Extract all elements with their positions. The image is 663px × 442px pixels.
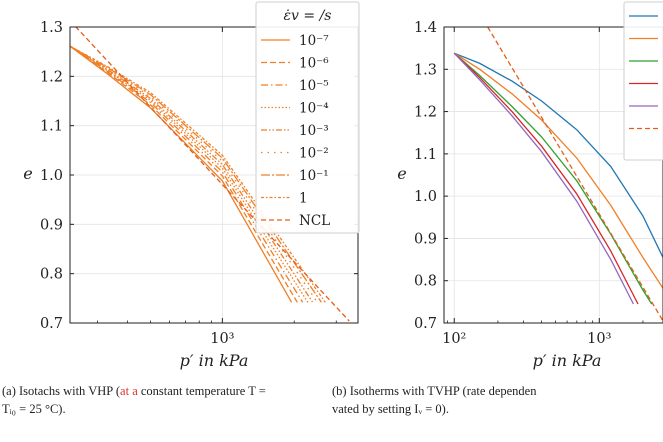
y-tick-label-6: 1.3: [414, 62, 437, 78]
caption-a-highlight: at a: [120, 384, 138, 398]
x-tick-label-0: 10²: [442, 331, 466, 347]
y-tick-label-0: 0.7: [414, 316, 437, 332]
y-tick-label-1: 0.8: [414, 274, 437, 290]
legend-label-6: 10⁻¹: [299, 168, 329, 184]
legend-label-1: 10⁻⁶: [299, 56, 329, 72]
legend-title: ε̇v = /s: [284, 8, 332, 24]
axes-frame: [443, 26, 663, 324]
caption-a: (a) Isotachs with VHP (at a constant tem…: [2, 382, 266, 418]
legend-label-4: 10⁻³: [299, 123, 329, 139]
x-axis-label: p′ in kPa: [180, 351, 249, 370]
chart-panel-a: 0.7 0.8 0.9 1.0 1.1 1.2 1.3 10³ p′ in kPa e ε̇v = …: [23, 1, 360, 370]
x-axis-label: p′ in kPa: [533, 351, 602, 370]
caption-a-post: constant temperature T =: [137, 384, 266, 398]
series-line-0: [453, 52, 663, 258]
y-tick-label-0: 0.7: [40, 316, 63, 332]
legend-label-3: 10⁻⁴: [299, 101, 329, 117]
caption-a-pre: (a) Isotachs with VHP (: [2, 384, 121, 398]
caption-a-line2: Tᵢ₀ = 25 °C).: [2, 402, 66, 416]
caption-b: (b) Isotherms with TVHP (rate dependen v…: [332, 382, 536, 418]
caption-b-line1: (b) Isotherms with TVHP (rate dependen: [332, 384, 537, 398]
y-tick-label-4: 1.1: [40, 119, 63, 135]
y-tick-label-5: 1.2: [40, 69, 63, 85]
y-tick-label-3: 1.0: [414, 189, 437, 205]
legend-label-2: 10⁻⁵: [299, 78, 329, 94]
y-axis-label: e: [23, 164, 32, 183]
series-line-2: [70, 45, 304, 303]
caption-b-line2: vated by setting Iᵥ = 0).: [332, 402, 449, 416]
series-line-1: [453, 52, 663, 289]
legend-box: [623, 1, 663, 161]
chart-panel-b: 0.7 0.8 0.9 1.0 1.1 1.2 1.3 1.4 10² 10³ p′ in kPa e: [397, 1, 663, 370]
series-line-5: [487, 27, 663, 322]
series-line-6: [70, 45, 322, 303]
y-tick-label-7: 1.4: [414, 20, 437, 36]
legend-label-5: 10⁻²: [299, 146, 329, 162]
y-axis-label: e: [397, 164, 406, 183]
series-line-8: [75, 27, 350, 322]
series-group: [453, 27, 663, 322]
legend-label-8: NCL: [299, 213, 330, 229]
y-tick-label-4: 1.1: [414, 147, 437, 163]
y-tick-label-1: 0.8: [40, 267, 63, 283]
y-tick-label-5: 1.2: [414, 105, 437, 121]
series-line-3: [453, 52, 639, 305]
series-line-4: [70, 45, 314, 303]
series-line-3: [70, 45, 309, 303]
legend-label-7: 1: [299, 191, 308, 207]
series-line-5: [70, 45, 318, 303]
caption-a-line1: (a) Isotachs with VHP (at a constant tem…: [2, 382, 266, 400]
x-tick-label-0: 10³: [210, 331, 234, 347]
y-tick-label-2: 0.9: [414, 231, 437, 247]
y-tick-label-3: 1.0: [40, 168, 63, 184]
series-line-2: [453, 52, 653, 305]
x-tick-label-1: 10³: [587, 331, 611, 347]
y-tick-label-2: 0.9: [40, 217, 63, 233]
y-tick-label-6: 1.3: [40, 20, 63, 36]
legend-label-0: 10⁻⁷: [299, 33, 329, 49]
series-line-0: [70, 45, 293, 303]
series-line-4: [453, 52, 634, 305]
